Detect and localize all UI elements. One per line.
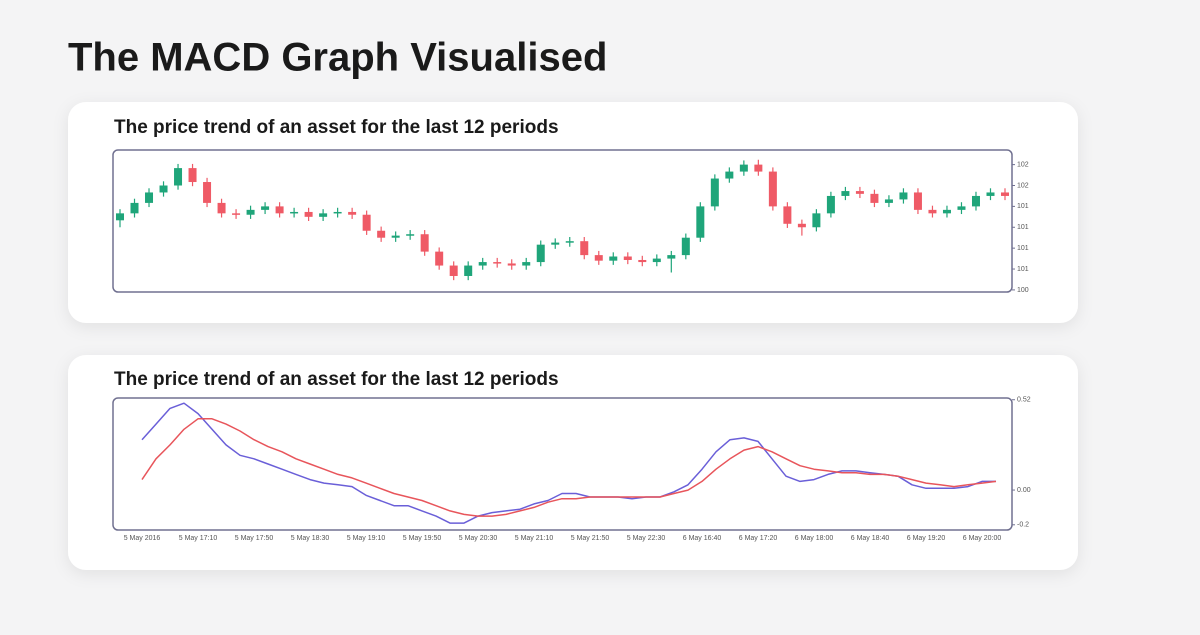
candle-body bbox=[246, 209, 255, 215]
x-tick-label: 5 May 21:50 bbox=[571, 535, 610, 542]
candle-body bbox=[536, 244, 545, 263]
candle-body bbox=[333, 211, 342, 214]
candle-body bbox=[754, 164, 763, 172]
x-tick-label: 6 May 17:20 bbox=[739, 535, 778, 542]
candle-body bbox=[507, 263, 516, 266]
x-tick-label: 5 May 21:10 bbox=[515, 535, 554, 542]
chart-title: The price trend of an asset for the last… bbox=[114, 369, 559, 390]
candle-body bbox=[667, 255, 676, 259]
candle-body bbox=[797, 223, 806, 228]
x-tick-label: 6 May 18:00 bbox=[795, 535, 834, 542]
x-tick-label: 5 May 17:10 bbox=[179, 535, 218, 542]
candle-body bbox=[551, 242, 560, 245]
candle-body bbox=[623, 256, 632, 260]
candle-body bbox=[565, 241, 574, 243]
series-line bbox=[141, 402, 996, 524]
candle-body bbox=[145, 192, 154, 203]
y-tick-label: 100 bbox=[1017, 287, 1029, 294]
y-tick-label: -0.2 bbox=[1017, 522, 1029, 529]
candle-body bbox=[928, 209, 937, 214]
candle-body bbox=[464, 265, 473, 276]
candle-body bbox=[725, 171, 734, 179]
card bbox=[68, 355, 1078, 570]
candle-body bbox=[609, 256, 618, 261]
candle-body bbox=[957, 206, 966, 210]
x-tick-label: 5 May 2016 bbox=[124, 535, 161, 542]
candle-body bbox=[449, 265, 458, 276]
candle-body bbox=[899, 192, 908, 200]
candle-body bbox=[304, 211, 313, 217]
candle-body bbox=[594, 255, 603, 261]
candle-body bbox=[188, 168, 197, 183]
candle-body bbox=[855, 191, 864, 194]
candle-body bbox=[406, 234, 415, 236]
candle-body bbox=[841, 191, 850, 196]
x-tick-label: 6 May 20:00 bbox=[963, 535, 1002, 542]
candle-body bbox=[478, 262, 487, 266]
y-tick-label: 101 bbox=[1017, 266, 1029, 273]
candle-body bbox=[681, 237, 690, 256]
plot-frame bbox=[112, 149, 1013, 293]
candle-body bbox=[319, 213, 328, 217]
candle-body bbox=[290, 211, 299, 214]
candle-body bbox=[420, 234, 429, 252]
page-title: The MACD Graph Visualised bbox=[68, 36, 607, 80]
x-tick-label: 5 May 22:30 bbox=[627, 535, 666, 542]
y-tick-label: 102 bbox=[1017, 182, 1029, 189]
x-tick-label: 5 May 19:50 bbox=[403, 535, 442, 542]
plot-frame bbox=[112, 397, 1013, 531]
x-tick-label: 5 May 19:10 bbox=[347, 535, 386, 542]
x-tick-label: 6 May 18:40 bbox=[851, 535, 890, 542]
y-tick-label: 101 bbox=[1017, 224, 1029, 231]
candle-body bbox=[203, 182, 212, 203]
candle-body bbox=[159, 185, 168, 193]
candle-body bbox=[130, 202, 139, 214]
candle-body bbox=[739, 164, 748, 172]
y-tick-label: 101 bbox=[1017, 245, 1029, 252]
candle-body bbox=[493, 262, 502, 264]
candle-body bbox=[783, 206, 792, 224]
candle-body bbox=[768, 171, 777, 207]
candle-body bbox=[1001, 192, 1009, 196]
chart-title: The price trend of an asset for the last… bbox=[114, 117, 559, 138]
candle-body bbox=[348, 211, 357, 215]
x-tick-label: 5 May 17:50 bbox=[235, 535, 274, 542]
candle-body bbox=[435, 251, 444, 266]
candle-body bbox=[826, 195, 835, 214]
candle-body bbox=[377, 230, 386, 238]
candle-body bbox=[580, 241, 589, 256]
candle-body bbox=[986, 192, 995, 196]
candle-body bbox=[232, 213, 241, 215]
x-tick-label: 6 May 19:20 bbox=[907, 535, 946, 542]
candle-body bbox=[884, 199, 893, 203]
y-tick-label: 0.00 bbox=[1017, 487, 1031, 494]
candle-body bbox=[942, 209, 951, 214]
candle-body bbox=[971, 195, 980, 207]
card bbox=[68, 102, 1078, 323]
candle-body bbox=[638, 259, 647, 263]
candle-body bbox=[217, 202, 226, 214]
candle-body bbox=[261, 206, 270, 210]
candle-body bbox=[362, 214, 371, 231]
candle-body bbox=[652, 258, 661, 263]
candle-body bbox=[696, 206, 705, 238]
candle-body bbox=[391, 235, 400, 238]
x-tick-label: 6 May 16:40 bbox=[683, 535, 722, 542]
y-tick-label: 102 bbox=[1017, 161, 1029, 168]
x-tick-label: 5 May 20:30 bbox=[459, 535, 498, 542]
series-line bbox=[141, 418, 997, 517]
candle-body bbox=[275, 206, 284, 214]
candle-body bbox=[812, 213, 821, 228]
x-tick-label: 5 May 18:30 bbox=[291, 535, 330, 542]
y-tick-label: 0.52 bbox=[1017, 397, 1031, 404]
candle-body bbox=[870, 193, 879, 203]
candle-body bbox=[913, 192, 922, 210]
y-tick-label: 101 bbox=[1017, 203, 1029, 210]
candle-body bbox=[710, 178, 719, 207]
candle-body bbox=[116, 213, 124, 221]
candle-body bbox=[174, 168, 183, 186]
candle-body bbox=[522, 262, 531, 266]
